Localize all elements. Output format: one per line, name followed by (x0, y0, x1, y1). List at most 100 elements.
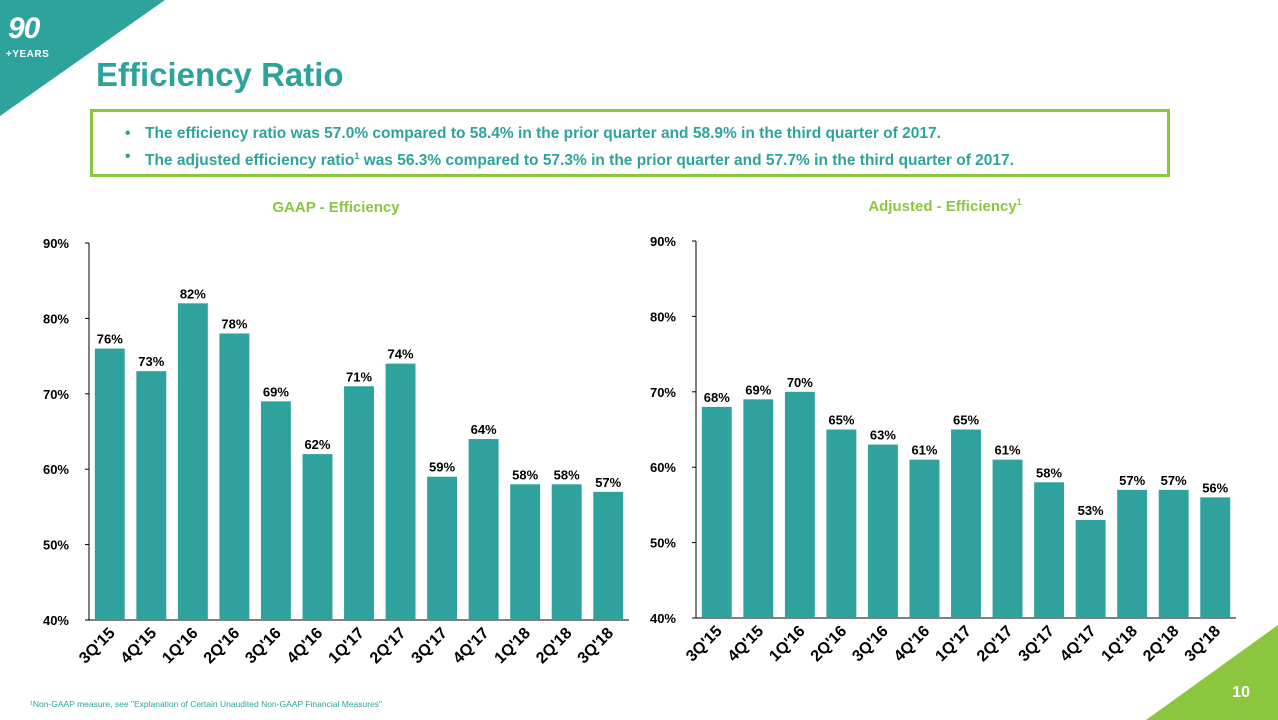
bar (593, 491, 624, 620)
bar (177, 303, 208, 620)
bar (826, 429, 857, 618)
bar (136, 371, 167, 620)
y-tick-label: 50% (650, 536, 676, 551)
bullet-footnote-marker: 1 (354, 151, 360, 161)
bar-data-label: 78% (221, 316, 247, 331)
adjusted-efficiency-chart: 40% 50% 60% 70% 80% 90% 68% 3Q'15 69% 4Q'15 70% 1Q'… (650, 234, 1236, 665)
x-tick-label: 3Q'18 (575, 625, 617, 667)
logo-subtext: +YEARS (6, 49, 50, 60)
bar-data-label: 65% (828, 413, 854, 428)
bar-data-label: 65% (953, 413, 979, 428)
bar (260, 401, 291, 620)
x-tick-label: 4Q'17 (450, 625, 492, 667)
bar (551, 484, 582, 620)
y-tick-label: 60% (43, 462, 69, 477)
chart-title-text: GAAP - Efficiency (272, 199, 400, 216)
y-tick-label: 80% (43, 311, 69, 326)
chart-title-footnote-marker: 1 (1016, 197, 1022, 207)
bar (992, 459, 1023, 618)
bar-data-label: 53% (1078, 503, 1104, 518)
y-tick-label: 40% (43, 613, 69, 628)
gaap-efficiency-chart: 40% 50% 60% 70% 80% 90% 76% 3Q'15 73% 4Q'15 82% 1Q'… (43, 236, 629, 667)
y-tick-label: 80% (650, 309, 676, 324)
y-tick-label: 60% (650, 460, 676, 475)
corner-decoration (0, 0, 165, 116)
bar (1200, 497, 1231, 618)
bar-data-label: 68% (704, 390, 730, 405)
x-tick-label: 3Q'17 (1016, 623, 1058, 665)
x-tick-label: 3Q'15 (683, 623, 725, 665)
bar-data-label: 82% (180, 286, 206, 301)
corner-decoration-bottom (1146, 625, 1278, 720)
x-tick-label: 1Q'18 (492, 625, 534, 667)
x-tick-label: 1Q'17 (325, 625, 367, 667)
x-tick-label: 2Q'17 (974, 623, 1016, 665)
bar-data-label: 62% (304, 437, 330, 452)
x-tick-label: 1Q'17 (932, 623, 974, 665)
page-number: 10 (1232, 684, 1250, 701)
bullet-text-after: was 56.3% compared to 57.3% in the prior… (359, 152, 1014, 170)
x-tick-label: 3Q'15 (76, 625, 118, 667)
bar-data-label: 61% (995, 443, 1021, 458)
x-tick-label: 1Q'16 (159, 625, 201, 667)
bar (385, 363, 416, 620)
bar (909, 459, 940, 618)
bar (701, 406, 732, 618)
bullet-text-before: The adjusted efficiency ratio (145, 152, 355, 170)
bar (743, 399, 774, 618)
x-tick-label: 4Q'16 (891, 623, 933, 665)
bar-data-label: 64% (471, 422, 497, 437)
bar (1158, 489, 1189, 618)
summary-box: The efficiency ratio was 57.0% compared … (90, 109, 1170, 177)
page-title: Efficiency Ratio (96, 56, 344, 93)
x-tick-label: 2Q'18 (533, 625, 575, 667)
logo-number: 90 (8, 12, 40, 45)
footnote: ¹Non-GAAP measure, see "Explanation of C… (30, 699, 383, 709)
bar (784, 391, 815, 618)
x-tick-label: 3Q'17 (409, 625, 451, 667)
adjusted-chart-title: Adjusted - Efficiency1 (845, 197, 1045, 215)
bar-data-label: 73% (138, 354, 164, 369)
bar (302, 454, 333, 620)
x-tick-label: 3Q'16 (242, 625, 284, 667)
bar (219, 333, 250, 620)
y-tick-label: 90% (650, 234, 676, 249)
bar-data-label: 76% (97, 332, 123, 347)
bar (951, 429, 981, 618)
chart-title-text: Adjusted - Efficiency (868, 198, 1017, 215)
summary-bullet: The efficiency ratio was 57.0% compared … (125, 122, 1167, 145)
x-tick-label: 4Q'15 (118, 625, 160, 667)
bar-data-label: 59% (429, 460, 455, 475)
summary-list: The efficiency ratio was 57.0% compared … (93, 112, 1167, 172)
bar (468, 439, 499, 620)
bar (510, 484, 541, 620)
x-tick-label: 2Q'16 (201, 625, 243, 667)
x-tick-label: 4Q'17 (1057, 623, 1099, 665)
bar (344, 386, 374, 620)
bar-data-label: 57% (1161, 473, 1187, 488)
x-tick-label: 1Q'16 (766, 623, 808, 665)
y-tick-label: 70% (43, 387, 69, 402)
x-tick-label: 2Q'17 (367, 625, 409, 667)
bar-data-label: 58% (512, 467, 538, 482)
y-tick-label: 40% (650, 611, 676, 626)
x-tick-label: 2Q'16 (808, 623, 850, 665)
bar (1075, 519, 1106, 618)
y-tick-label: 70% (650, 385, 676, 400)
bar-data-label: 61% (911, 443, 937, 458)
summary-bullet: The adjusted efficiency ratio1 was 56.3%… (125, 145, 1167, 172)
gaap-chart-title: GAAP - Efficiency (236, 199, 436, 216)
bar-data-label: 70% (787, 375, 813, 390)
x-tick-label: 4Q'15 (725, 623, 767, 665)
x-tick-label: 3Q'16 (849, 623, 891, 665)
bar (94, 348, 125, 620)
bar (867, 444, 898, 618)
bar-data-label: 69% (263, 384, 289, 399)
bar (1117, 489, 1148, 618)
bar-data-label: 71% (346, 369, 372, 384)
bullet-text: The efficiency ratio was 57.0% compared … (145, 125, 941, 142)
bar-data-label: 58% (554, 467, 580, 482)
bar-data-label: 57% (595, 475, 621, 490)
bar (427, 476, 458, 620)
